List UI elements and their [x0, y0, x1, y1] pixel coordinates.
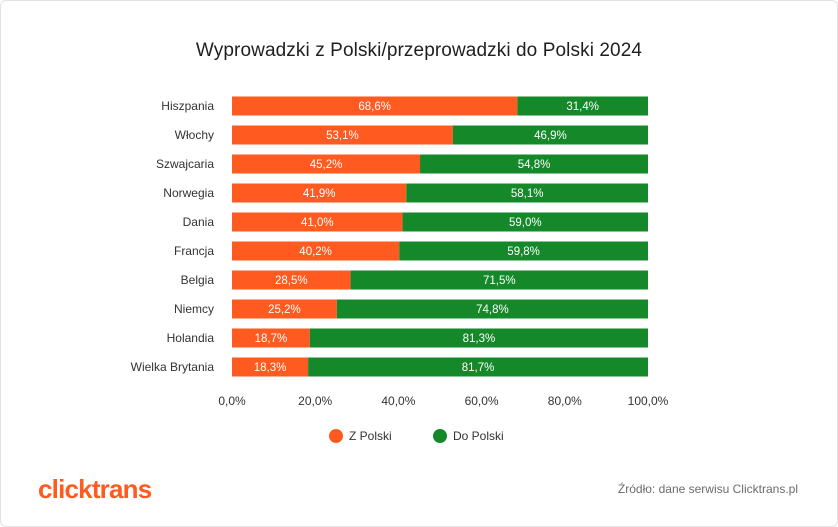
data-label: 46,9% — [534, 130, 567, 142]
chart-title: Wyprowadzki z Polski/przeprowadzki do Po… — [195, 40, 643, 61]
category-label: Niemcy — [174, 302, 214, 316]
data-label: 74,8% — [476, 304, 509, 316]
category-label: Holandia — [167, 331, 215, 345]
bar-segment-do-polski — [399, 241, 648, 261]
data-label: 40,2% — [299, 246, 332, 258]
legend-marker-do-polski — [433, 429, 447, 443]
data-label: 58,1% — [511, 188, 544, 200]
legend-marker-z-polski — [329, 429, 343, 443]
data-label: 59,0% — [509, 217, 542, 229]
x-tick-label: 0,0% — [218, 394, 246, 408]
data-label: 81,7% — [462, 362, 495, 374]
bar-segment-z-polski — [232, 212, 403, 232]
x-tick-label: 20,0% — [298, 394, 332, 408]
data-label: 41,0% — [301, 217, 334, 229]
bar-segment-z-polski — [232, 357, 309, 377]
data-label: 18,3% — [254, 362, 287, 374]
x-tick-label: 80,0% — [548, 394, 582, 408]
category-label: Włochy — [175, 128, 214, 142]
bar-segment-z-polski — [232, 270, 351, 290]
data-label: 53,1% — [326, 130, 359, 142]
x-tick-label: 100,0% — [628, 394, 669, 408]
category-label: Szwajcaria — [156, 157, 214, 171]
category-label: Hiszpania — [161, 99, 214, 113]
bar-segment-z-polski — [232, 328, 310, 348]
data-label: 31,4% — [566, 101, 599, 113]
category-label: Belgia — [181, 273, 215, 287]
bar-segment-do-polski — [452, 125, 648, 145]
data-label: 59,8% — [507, 246, 540, 258]
clicktrans-logo: clicktrans — [38, 474, 152, 504]
bar-segment-do-polski — [309, 328, 648, 348]
bar-segment-do-polski — [406, 183, 648, 203]
data-label: 71,5% — [483, 275, 516, 287]
category-label: Francja — [174, 244, 214, 258]
x-tick-label: 40,0% — [381, 394, 415, 408]
data-label: 28,5% — [275, 275, 308, 287]
bar-segment-do-polski — [350, 270, 648, 290]
bar-segment-do-polski — [336, 299, 648, 319]
category-label: Dania — [183, 215, 215, 229]
category-label: Norwegia — [163, 186, 214, 200]
legend-label: Z Polski — [349, 429, 392, 443]
bar-segment-do-polski — [402, 212, 648, 232]
category-label: Wielka Brytania — [131, 360, 215, 374]
bar-segment-z-polski — [232, 299, 337, 319]
bar-segment-do-polski — [517, 96, 648, 116]
bar-segment-z-polski — [232, 241, 400, 261]
bar-segment-z-polski — [232, 154, 421, 174]
bar-segment-z-polski — [232, 183, 407, 203]
source-note: Źródło: dane serwisu Clicktrans.pl — [617, 482, 798, 496]
data-label: 45,2% — [310, 159, 343, 171]
bar-segment-z-polski — [232, 96, 518, 116]
bar-segment-z-polski — [232, 125, 453, 145]
bar-segment-do-polski — [420, 154, 648, 174]
bar-segment-do-polski — [308, 357, 648, 377]
data-label: 18,7% — [255, 333, 288, 345]
data-label: 81,3% — [463, 333, 496, 345]
data-label: 54,8% — [518, 159, 551, 171]
data-label: 25,2% — [268, 304, 301, 316]
x-tick-label: 60,0% — [465, 394, 499, 408]
data-label: 41,9% — [303, 188, 336, 200]
legend-label: Do Polski — [453, 429, 504, 443]
data-label: 68,6% — [358, 101, 391, 113]
